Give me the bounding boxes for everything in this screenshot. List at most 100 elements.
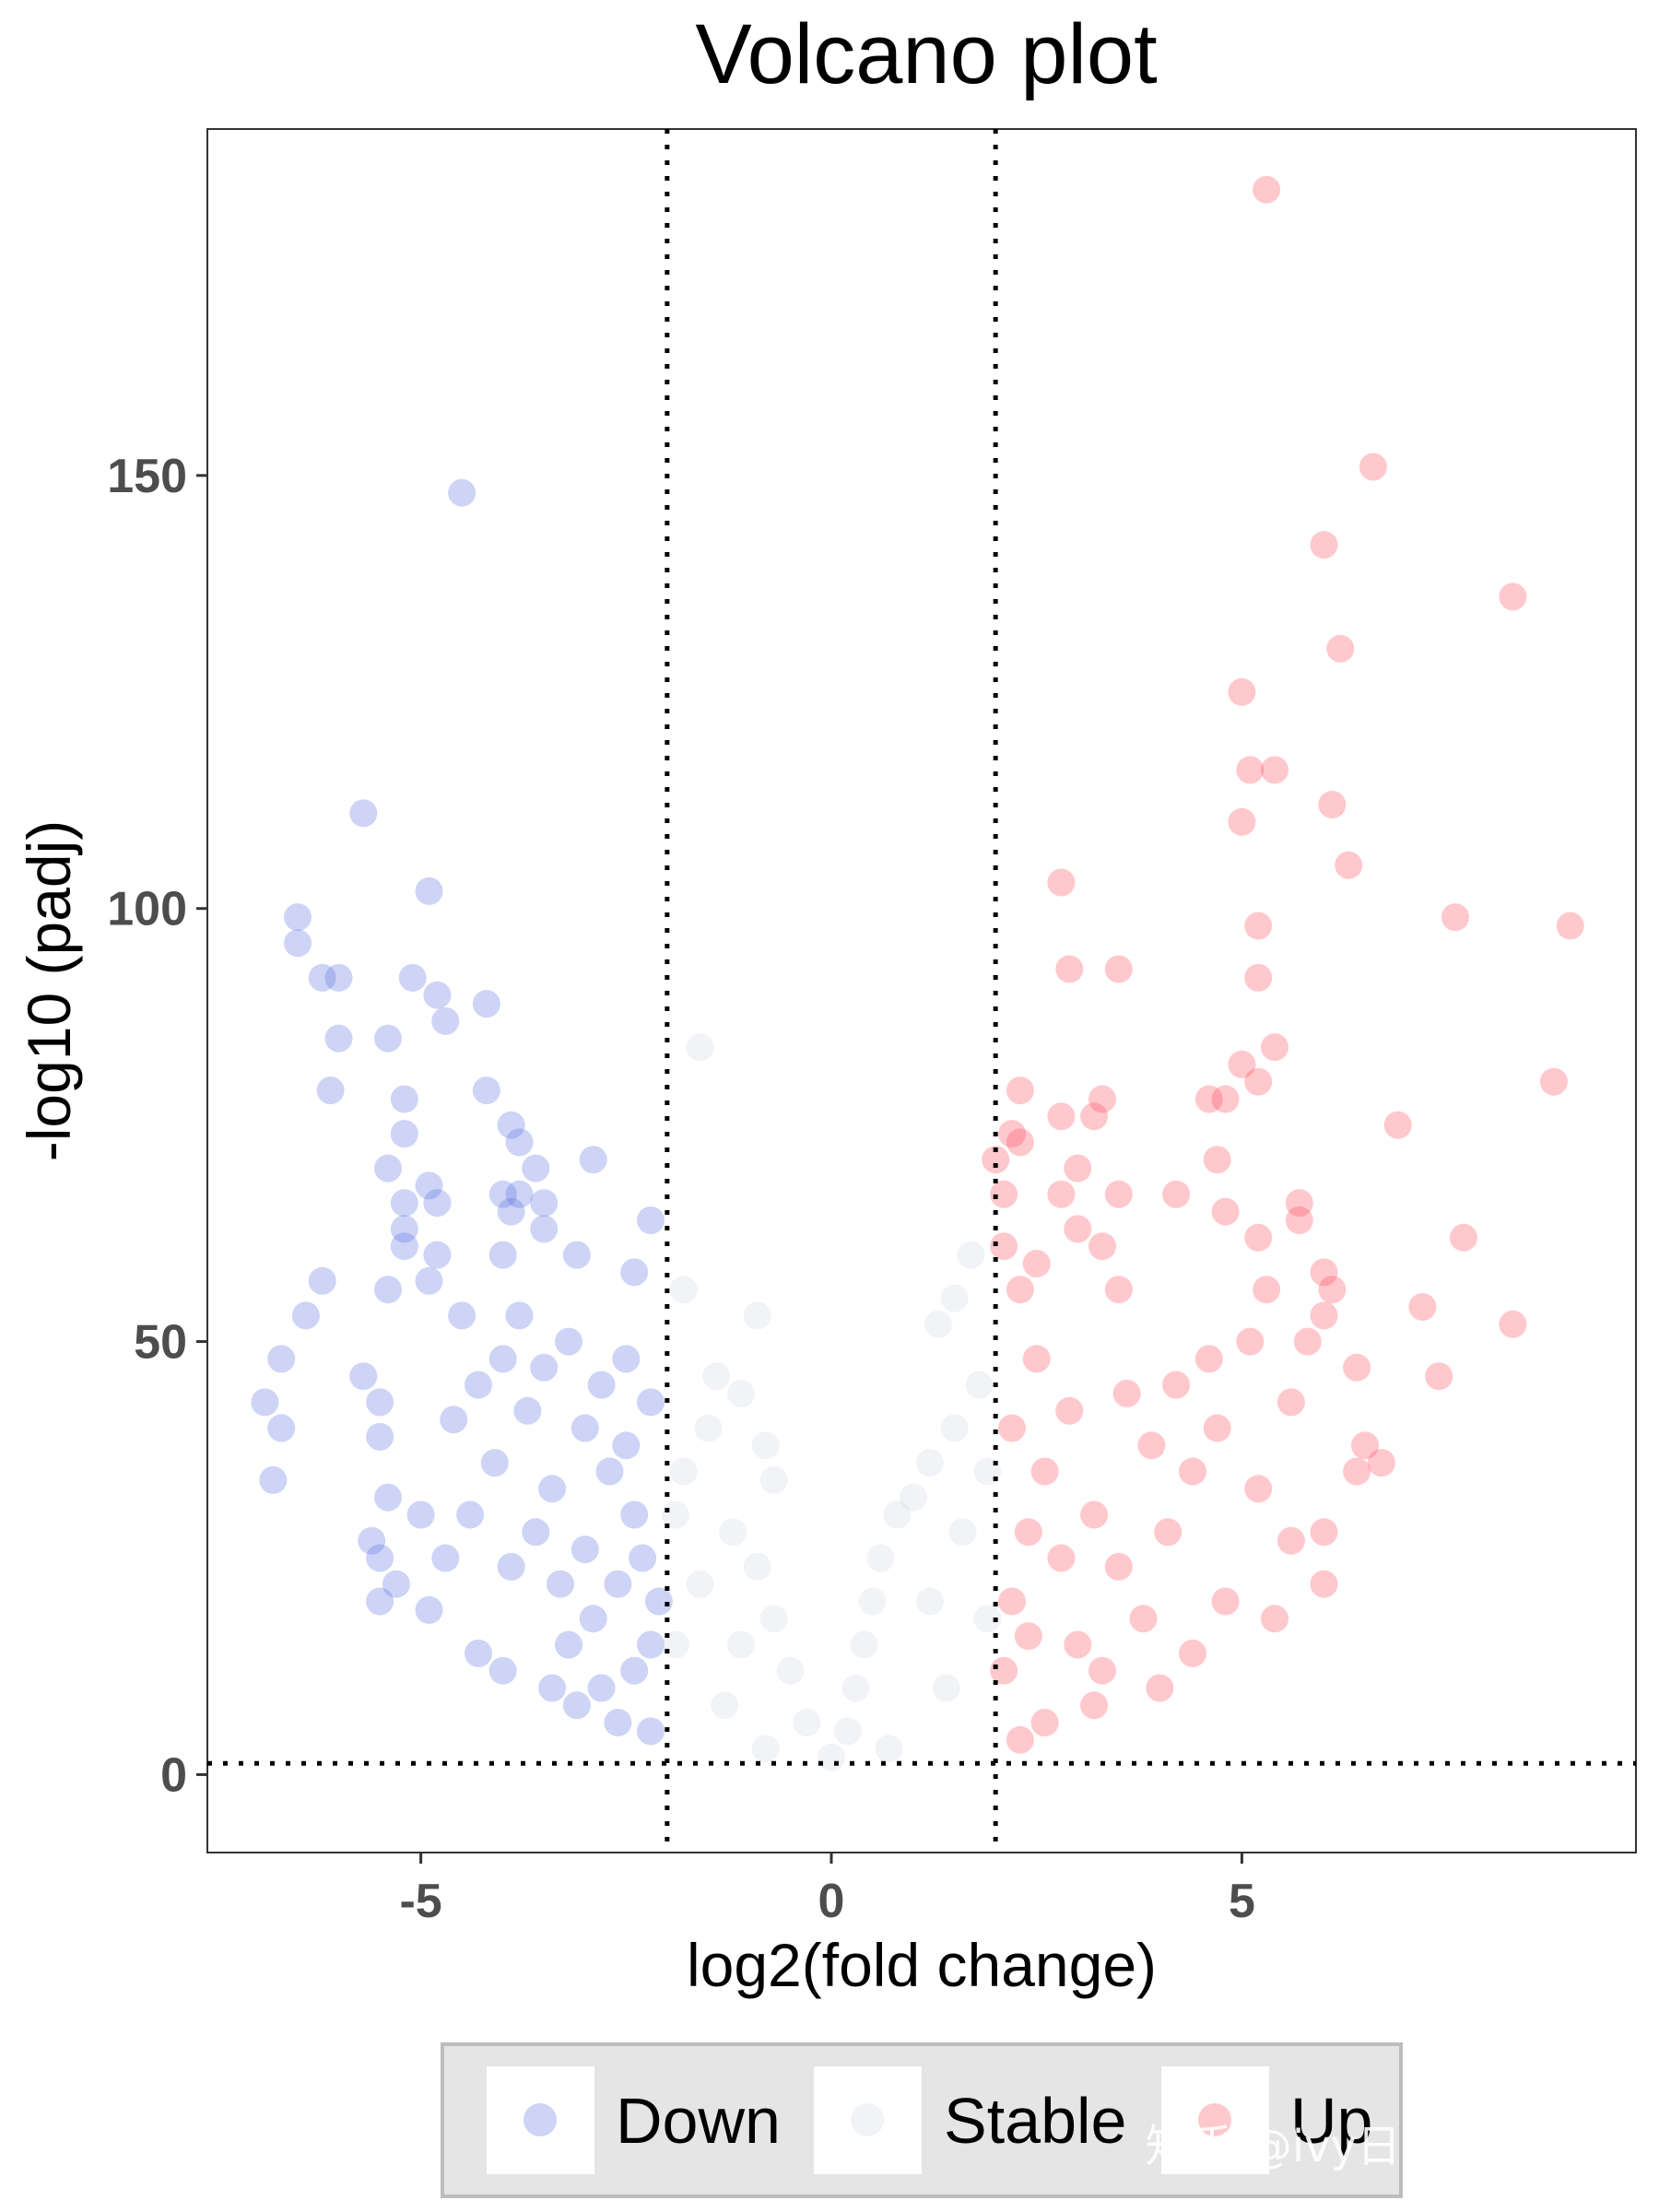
data-point-down [505, 1301, 534, 1330]
data-point-down [390, 1215, 418, 1243]
data-point-stable [694, 1414, 723, 1442]
data-point-down [488, 1656, 517, 1685]
data-point-down [579, 1146, 607, 1174]
data-point-stable [915, 1449, 944, 1477]
data-point-up [1047, 1180, 1076, 1208]
data-point-up [1211, 1197, 1240, 1226]
data-point-down [530, 1353, 559, 1382]
data-point-stable [743, 1552, 771, 1581]
data-point-up [1088, 1085, 1116, 1113]
data-point-up [998, 1587, 1026, 1616]
data-point-down [480, 1449, 509, 1477]
data-point-up [1236, 1327, 1265, 1356]
legend-key-up [1161, 2066, 1269, 2174]
data-point-up [1137, 1431, 1166, 1460]
data-point-stable [940, 1284, 969, 1312]
data-point-down [562, 1691, 591, 1720]
data-point-up [1228, 807, 1256, 836]
data-point-down [562, 1241, 591, 1269]
data-point-stable [686, 1570, 714, 1598]
data-point-stable [702, 1362, 731, 1391]
data-point-up [1211, 1085, 1240, 1113]
data-point-up [1088, 1232, 1116, 1261]
data-point-down [505, 1180, 534, 1208]
data-point-down [472, 990, 500, 1018]
data-point-up [1261, 1033, 1288, 1062]
data-point-down [259, 1465, 288, 1494]
data-point-up [1022, 1250, 1051, 1277]
data-point-up [1146, 1674, 1174, 1702]
data-point-down [366, 1388, 394, 1417]
data-point-up [1129, 1605, 1158, 1633]
data-point-up [1408, 1293, 1437, 1321]
data-point-down [488, 1241, 517, 1269]
data-point-down [620, 1500, 649, 1529]
data-point-down [398, 963, 427, 992]
data-point-down [251, 1388, 279, 1417]
data-point-down [488, 1345, 517, 1373]
data-point-up [1211, 1587, 1240, 1616]
data-point-up [1285, 1206, 1313, 1234]
data-point-down [612, 1345, 641, 1373]
data-point-down [612, 1431, 641, 1460]
data-point-down [423, 981, 452, 1009]
data-point-down [358, 1526, 386, 1555]
data-point-down [431, 1006, 460, 1035]
legend: Down Stable Up [441, 2042, 1403, 2198]
data-point-down [604, 1709, 632, 1736]
data-point-down [505, 1128, 534, 1157]
data-point-up [1047, 1102, 1076, 1131]
data-point-stable [751, 1735, 780, 1763]
data-point-down [390, 1085, 418, 1113]
data-point-up [1293, 1327, 1322, 1356]
data-point-down [465, 1371, 492, 1399]
data-point-up [1064, 1154, 1092, 1182]
data-point-up [1088, 1656, 1116, 1685]
data-point-up [1253, 1276, 1281, 1304]
data-point-down [637, 1717, 665, 1746]
data-point-down [555, 1630, 582, 1659]
data-point-down [604, 1570, 632, 1598]
data-point-stable [875, 1735, 903, 1763]
data-point-down [530, 1215, 559, 1243]
data-point-stable [818, 1743, 845, 1771]
data-point-down [415, 877, 443, 905]
data-point-up [1228, 677, 1256, 706]
chart-title: Volcano plot [695, 7, 1157, 101]
data-point-down [530, 1189, 559, 1218]
data-point-up [1104, 1552, 1133, 1581]
data-point-stable [948, 1518, 977, 1547]
data-point-up [1310, 1518, 1338, 1547]
data-point-up [1310, 1570, 1338, 1598]
data-point-up [1244, 1475, 1273, 1503]
data-point-down [267, 1414, 296, 1442]
data-point-down [448, 1301, 477, 1330]
data-point-stable [850, 1630, 878, 1659]
data-point-up [1556, 912, 1584, 940]
data-point-up [1310, 531, 1338, 559]
legend-key-down [487, 2066, 594, 2174]
data-point-down [571, 1414, 599, 1442]
data-point-up [1112, 1380, 1141, 1407]
points-layer [251, 175, 1584, 1771]
data-point-down [366, 1422, 394, 1451]
data-point-down [637, 1630, 665, 1659]
data-point-down [637, 1206, 665, 1234]
data-point-up [1539, 1067, 1568, 1096]
data-point-down [488, 1180, 517, 1208]
data-point-up [1425, 1362, 1453, 1391]
data-point-down [497, 1111, 525, 1139]
data-point-down [456, 1500, 485, 1529]
data-point-down [308, 1266, 336, 1295]
data-point-down [431, 1544, 460, 1572]
data-point-down [629, 1544, 657, 1572]
data-point-down [390, 1189, 418, 1218]
data-point-stable [719, 1518, 747, 1547]
data-point-stable [727, 1630, 755, 1659]
data-point-up [1310, 1258, 1338, 1287]
data-point-up [1499, 582, 1527, 611]
data-point-up [1030, 1457, 1059, 1486]
data-point-up [1022, 1345, 1051, 1373]
data-point-up [982, 1146, 1010, 1174]
